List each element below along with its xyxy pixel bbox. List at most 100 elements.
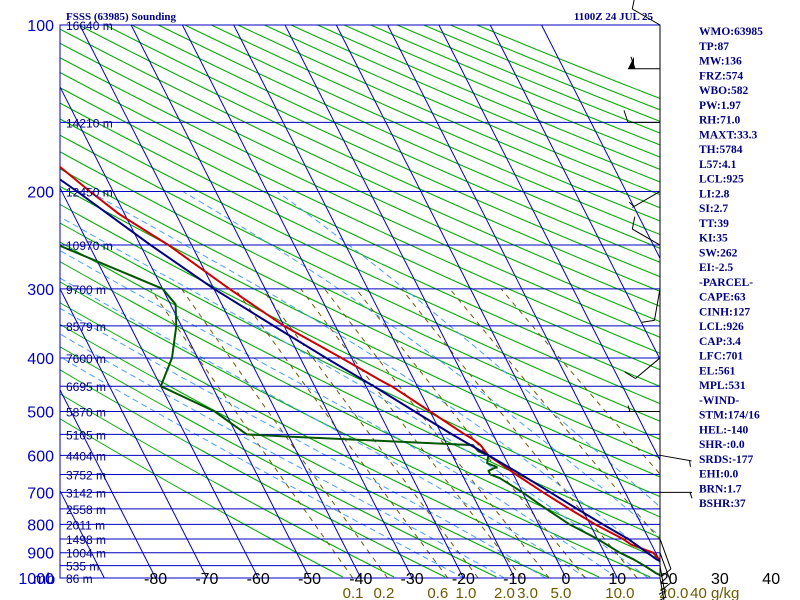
moist-adiabat bbox=[276, 191, 660, 508]
dry-adiabat bbox=[60, 134, 660, 422]
height-label: 5870 m bbox=[66, 406, 106, 420]
index-line: PW:1.97 bbox=[699, 100, 741, 112]
temperature-tick-label: -20 bbox=[452, 571, 475, 588]
index-line: LFC:701 bbox=[699, 351, 743, 363]
moist-adiabat bbox=[182, 191, 660, 537]
dry-adiabat bbox=[423, 25, 660, 122]
dry-adiabat bbox=[237, 25, 660, 209]
wind-barb bbox=[627, 405, 660, 413]
index-line: LI:2.8 bbox=[699, 188, 730, 200]
height-label: 1004 m bbox=[66, 547, 106, 561]
mixing-ratio-label: 10.0 bbox=[605, 585, 634, 600]
index-line: SHR-:0.0 bbox=[699, 439, 745, 451]
height-label: 5105 m bbox=[66, 428, 106, 442]
height-label: 8579 m bbox=[66, 320, 106, 334]
wind-barb-staff bbox=[632, 228, 661, 246]
wind-barb bbox=[659, 577, 665, 600]
wind-barb bbox=[659, 538, 672, 578]
wind-barb-half-feather bbox=[689, 460, 691, 467]
index-line: SI:2.7 bbox=[699, 203, 728, 215]
dry-adiabat bbox=[60, 393, 395, 578]
dry-adiabat bbox=[343, 25, 660, 158]
mixing-ratio-label: 2.0 bbox=[494, 585, 515, 600]
moist-adiabat bbox=[60, 333, 505, 578]
wind-barb-column bbox=[623, 0, 693, 600]
index-line: CAP:3.4 bbox=[699, 336, 741, 348]
index-line: WMO:63985 bbox=[699, 26, 763, 38]
temperature-tick-label: 0 bbox=[562, 571, 571, 588]
index-line: MW:136 bbox=[699, 56, 742, 68]
index-line: KI:35 bbox=[699, 233, 728, 245]
mixing-ratio-label: 5.0 bbox=[550, 585, 571, 600]
wind-barb-feather bbox=[623, 110, 629, 123]
height-label: 10970 m bbox=[66, 239, 113, 253]
isotherm bbox=[60, 287, 208, 578]
wind-barb bbox=[624, 357, 661, 379]
wind-barb-half-feather bbox=[689, 492, 693, 499]
dry-adiabat bbox=[264, 25, 660, 196]
index-line: BRN:1.7 bbox=[699, 483, 742, 495]
isotherm bbox=[387, 25, 660, 563]
dry-adiabat bbox=[60, 118, 660, 405]
wind-barb bbox=[659, 552, 672, 592]
wind-barb-staff bbox=[632, 191, 661, 208]
wind-barb bbox=[631, 0, 661, 26]
index-line: WBO:582 bbox=[699, 85, 748, 97]
temperature-tick-label: -40 bbox=[349, 571, 372, 588]
dry-adiabat bbox=[131, 25, 660, 263]
index-line: MAXT:33.3 bbox=[699, 129, 757, 141]
grid-lines bbox=[0, 25, 660, 578]
dry-adiabat bbox=[60, 203, 660, 498]
temperature-tick-label: -50 bbox=[298, 571, 321, 588]
dry-adiabat bbox=[60, 42, 660, 323]
mixing-ratio-label: 0.6 bbox=[427, 585, 448, 600]
index-line: LCL:926 bbox=[699, 321, 744, 333]
mixing-ratio-label: 20.0 bbox=[659, 585, 688, 600]
wind-barb bbox=[628, 191, 661, 208]
wind-barb-staff bbox=[659, 552, 672, 583]
isotherm bbox=[60, 85, 310, 578]
index-line: LCL:925 bbox=[699, 174, 744, 186]
index-line: MPL:531 bbox=[699, 380, 746, 392]
dry-adiabat bbox=[60, 87, 660, 371]
wind-barb-staff bbox=[659, 454, 692, 462]
index-line: TH:5784 bbox=[699, 144, 743, 156]
isotherm bbox=[60, 186, 259, 578]
chart-series bbox=[60, 165, 660, 577]
pressure-tick-label: 500 bbox=[27, 405, 54, 422]
isotherm bbox=[60, 388, 157, 578]
mixing-ratio-line bbox=[261, 288, 479, 578]
temperature-tick-label: 20 bbox=[660, 571, 678, 588]
dry-adiabat bbox=[60, 418, 343, 578]
index-line: -WIND- bbox=[699, 395, 739, 407]
index-line: CAPE:63 bbox=[699, 292, 746, 304]
chart-title: FSSS (63985) Sounding bbox=[66, 11, 177, 23]
dry-adiabat bbox=[397, 25, 660, 134]
dry-adiabat bbox=[60, 102, 660, 387]
mixing-ratio-label: 40 g/kg bbox=[690, 585, 739, 600]
pressure-tick-label: 300 bbox=[27, 282, 54, 299]
isotherm bbox=[541, 25, 660, 260]
pressure-unit-label: mb bbox=[33, 571, 55, 588]
temperature-tick-label: -30 bbox=[401, 571, 424, 588]
wind-barb bbox=[628, 56, 660, 70]
isotherm bbox=[0, 25, 2, 578]
wind-barb-feather bbox=[631, 216, 636, 230]
isotherm bbox=[181, 25, 464, 578]
parcel-profile-line bbox=[60, 178, 660, 563]
pressure-tick-label: 1000 bbox=[18, 571, 54, 588]
dry-adiabat bbox=[104, 25, 660, 278]
index-line: CINH:127 bbox=[699, 306, 750, 318]
mixing-ratio-line bbox=[234, 288, 449, 578]
pressure-tick-label: 600 bbox=[27, 448, 54, 465]
dry-adiabat bbox=[60, 369, 446, 578]
height-label: 535 m bbox=[66, 560, 99, 574]
dry-adiabat bbox=[60, 222, 660, 518]
height-label: 14210 m bbox=[66, 116, 113, 130]
pressure-tick-label: 700 bbox=[27, 485, 54, 502]
chart-timestamp: 1100Z 24 JUL 25 bbox=[574, 11, 654, 23]
dry-adiabat bbox=[60, 28, 660, 307]
dry-adiabat bbox=[211, 25, 660, 222]
height-label: 2011 m bbox=[66, 518, 105, 532]
